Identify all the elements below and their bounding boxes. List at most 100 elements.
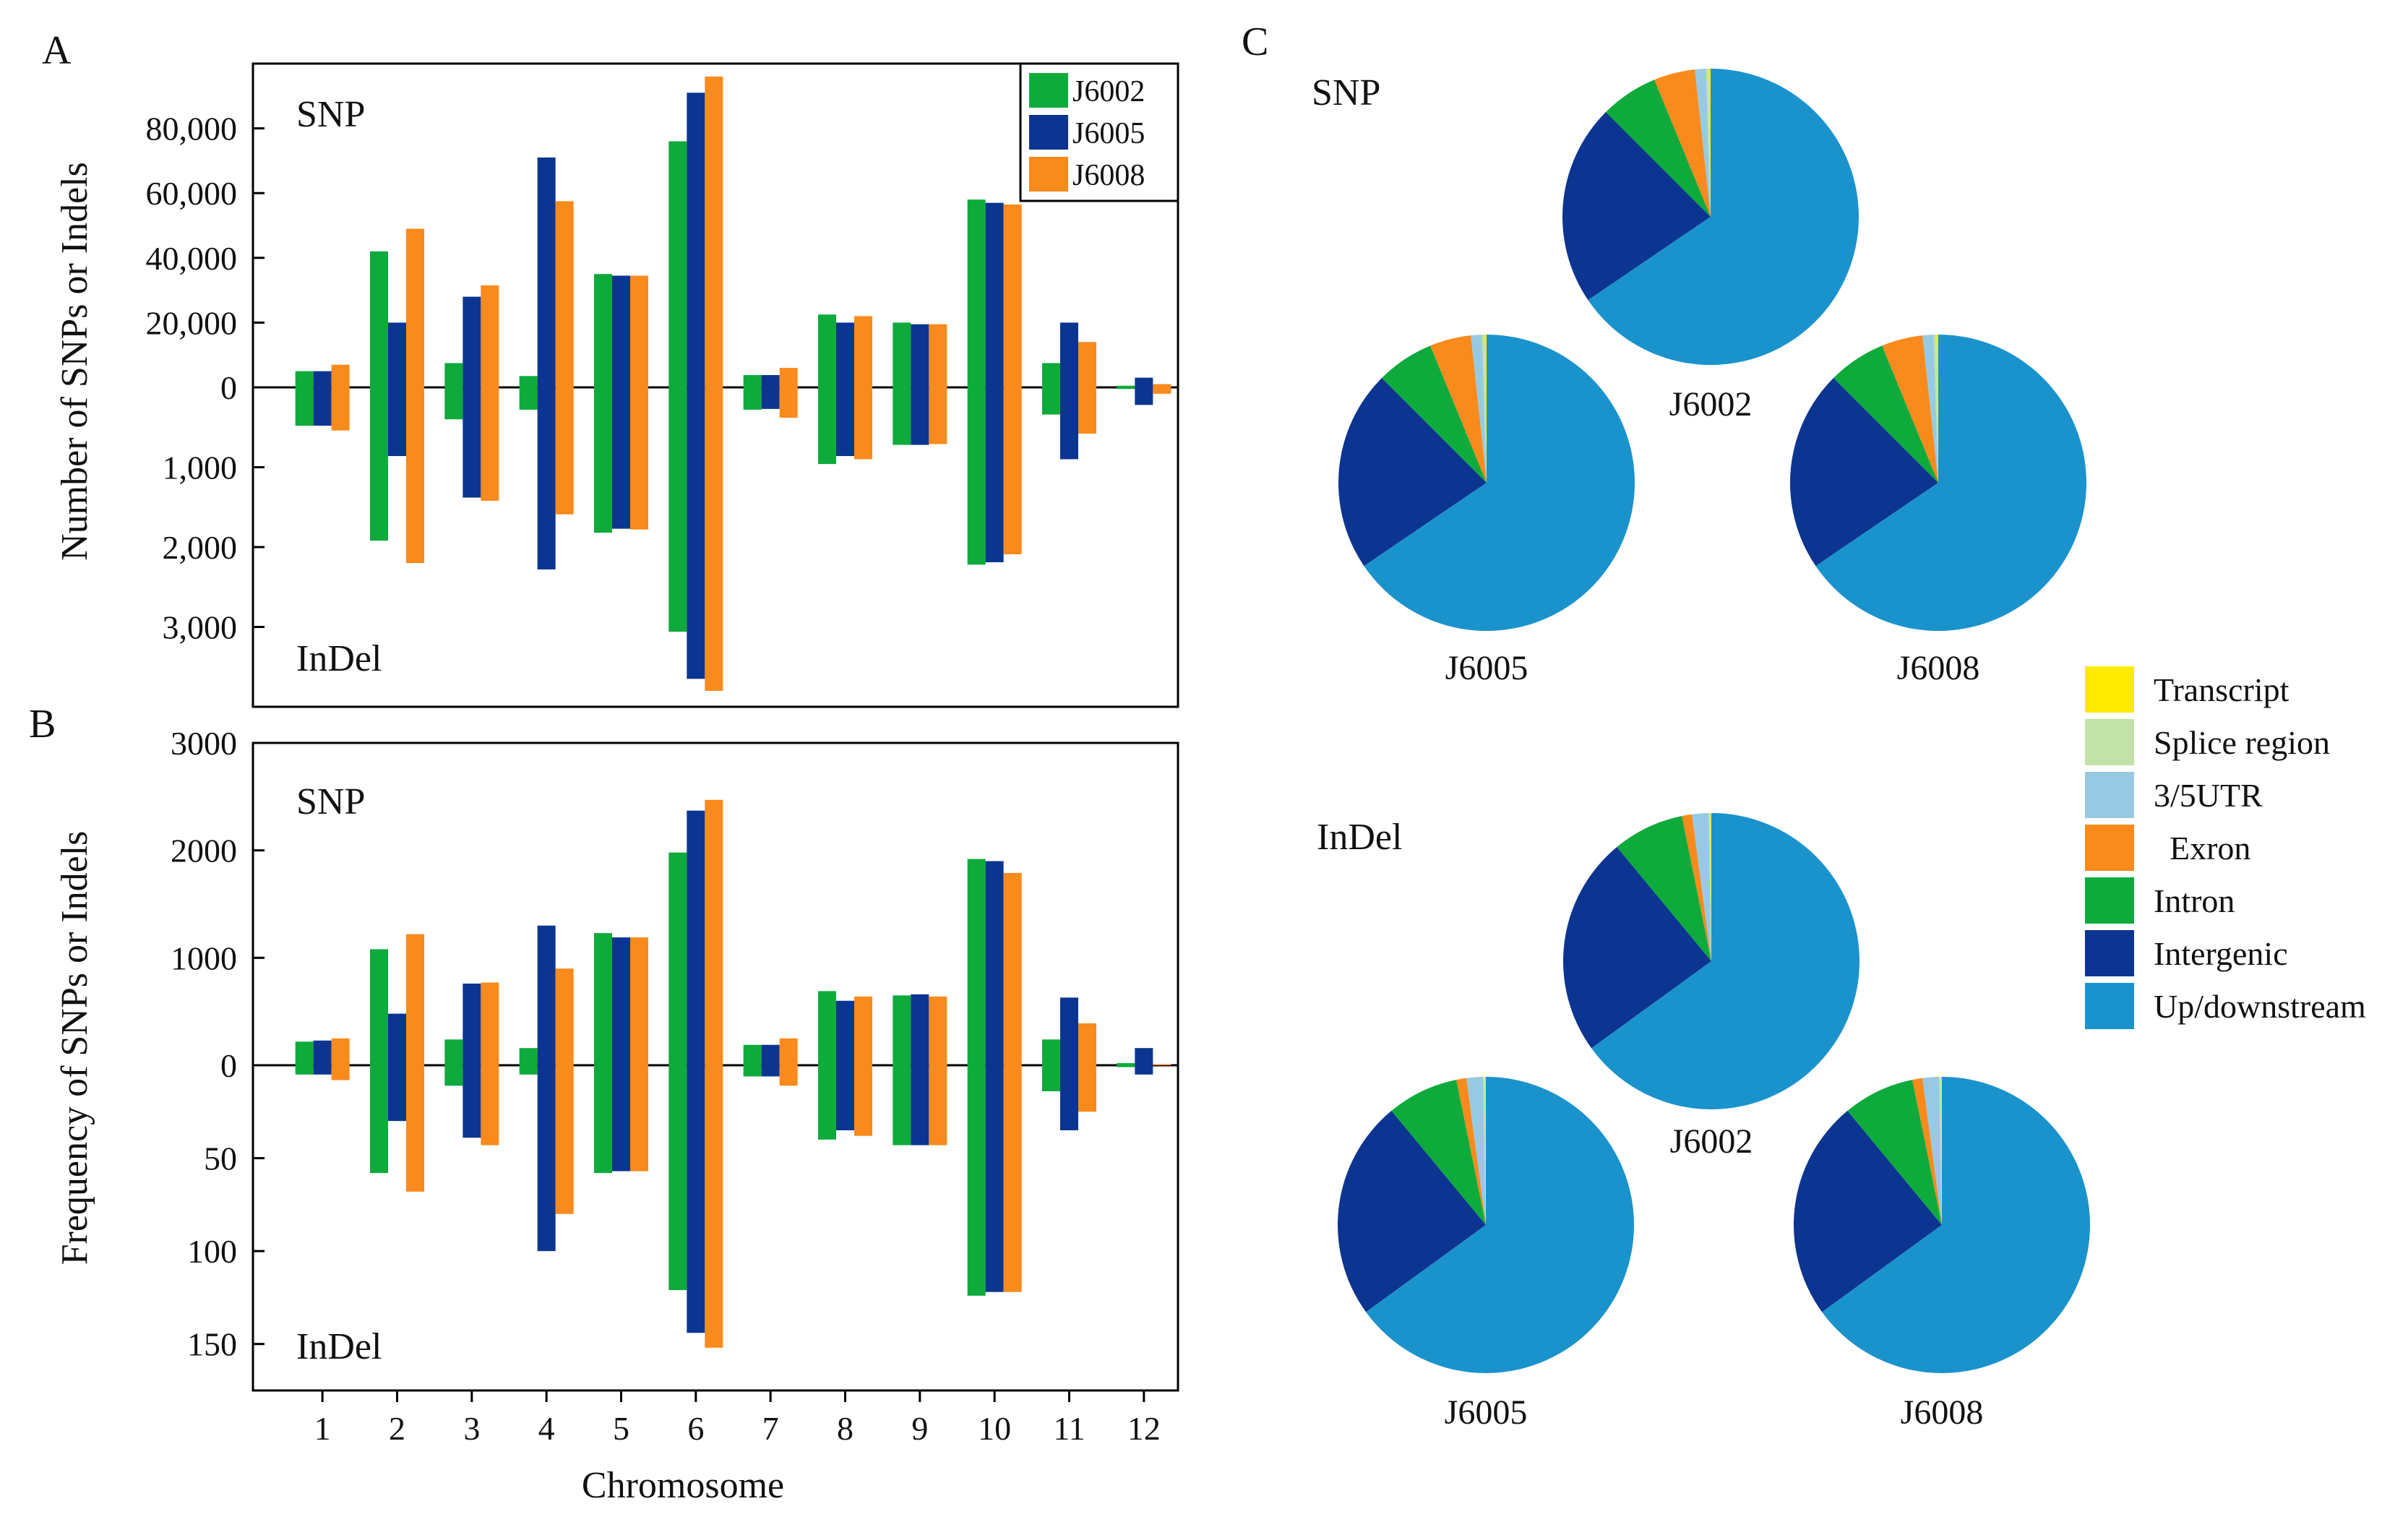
- pie-group-indel-label: InDel: [1317, 817, 1402, 858]
- a-bar-snp-j6008-chr1: [331, 364, 350, 387]
- b-x-tick-label: 10: [978, 1410, 1011, 1447]
- pie-legend-swatch-splice-region: [2085, 719, 2134, 765]
- b-y-tick-label: 0: [220, 1047, 237, 1084]
- b-bar-snp-j6005-chr6: [687, 810, 705, 1065]
- b-bar-indel-j6002-chr9: [893, 1065, 911, 1145]
- b-bar-indel-j6002-chr5: [594, 1065, 612, 1174]
- a-bar-snp-j6005-chr9: [911, 324, 929, 387]
- a-bar-indel-j6002-chr7: [743, 387, 762, 410]
- pie-charts: J6002 J6005 J6008 J6002 J6005 J6008: [1338, 69, 2090, 1432]
- panel-b-top-ticks: 0 1000 2000 3000: [171, 725, 265, 1084]
- pie-label-snp-j6005: J6005: [1445, 649, 1528, 687]
- panel-b-snp-label: SNP: [296, 781, 365, 822]
- panel-b: B Frequency of SNPs or Indels 0 1000 2000 3…: [29, 702, 1179, 1506]
- legend-label-j6005: J6005: [1072, 117, 1145, 150]
- pie-slice-snp-j6005-0: [1484, 335, 1487, 483]
- b-x-tick-label: 5: [613, 1410, 629, 1447]
- pie-legend-label-utr: 3/5UTR: [2154, 777, 2263, 814]
- pie-label-indel-j6005: J6005: [1445, 1393, 1528, 1432]
- b-bar-indel-j6005-chr7: [761, 1065, 780, 1077]
- pie-slice-indel-j6005-6: [1366, 1077, 1634, 1373]
- pie-slice-indel-j6002-2: [1692, 813, 1711, 961]
- pie-slice-indel-j6002-1: [1708, 813, 1711, 961]
- a-bar-indel-j6008-chr7: [779, 387, 798, 418]
- a-bar-snp-j6002-chr11: [1042, 363, 1060, 387]
- a-bar-snp-j6002-chr1: [295, 371, 314, 387]
- pie-slice-indel-j6008-4: [1847, 1080, 1942, 1225]
- b-bar-indel-j6005-chr4: [537, 1065, 556, 1252]
- b-bar-indel-j6008-chr5: [630, 1065, 648, 1171]
- pie-slice-indel-j6002-3: [1682, 814, 1711, 961]
- b-bar-indel-j6005-chr1: [313, 1065, 332, 1075]
- a-bar-indel-j6005-chr6: [687, 387, 705, 679]
- pie-legend-label-intergenic: Intergenic: [2154, 935, 2288, 972]
- b-bar-snp-j6002-chr7: [743, 1044, 762, 1065]
- pie-slice-snp-j6005-1: [1482, 335, 1487, 483]
- b-bar-snp-j6005-chr12: [1135, 1048, 1153, 1065]
- b-bar-indel-j6002-chr3: [444, 1065, 463, 1086]
- a-bar-indel-j6005-chr8: [836, 387, 854, 457]
- b-bar-snp-j6002-chr5: [594, 933, 612, 1065]
- b-bar-indel-j6002-chr6: [668, 1065, 687, 1291]
- a-bar-snp-j6008-chr6: [705, 76, 723, 388]
- b-bar-snp-j6005-chr11: [1060, 997, 1078, 1065]
- pie-label-snp-j6008: J6008: [1897, 649, 1980, 687]
- b-x-tick-label: 12: [1127, 1410, 1161, 1447]
- a-bar-indel-j6008-chr8: [854, 387, 872, 460]
- b-bar-snp-j6008-chr7: [779, 1038, 798, 1065]
- b-bar-indel-j6005-chr10: [985, 1065, 1004, 1292]
- b-bar-indel-j6008-chr8: [854, 1065, 872, 1136]
- b-x-tick-label: 4: [538, 1410, 555, 1447]
- panel-c-label: C: [1242, 20, 1268, 64]
- b-bar-snp-j6005-chr1: [313, 1040, 332, 1065]
- a-bar-snp-j6002-chr2: [370, 251, 388, 387]
- a-bar-indel-j6002-chr10: [967, 387, 986, 565]
- a-bar-indel-j6005-chr12: [1135, 387, 1153, 405]
- legend-swatch-j6005: [1029, 115, 1068, 150]
- a-bar-indel-j6002-chr3: [444, 387, 463, 420]
- a-bar-indel-j6002-chr1: [295, 387, 314, 426]
- a-bar-indel-j6008-chr11: [1078, 387, 1096, 434]
- a-bar-snp-j6008-chr2: [406, 228, 424, 387]
- a-bar-indel-j6008-chr4: [555, 387, 574, 515]
- b-bar-indel-j6005-chr6: [687, 1065, 705, 1333]
- pie-slice-snp-j6005-5: [1338, 378, 1487, 567]
- a-bar-snp-j6005-chr6: [687, 93, 705, 387]
- b-bar-snp-j6005-chr7: [761, 1044, 780, 1065]
- b-bar-indel-j6002-chr2: [370, 1065, 388, 1174]
- b-x-tick-label: 6: [687, 1410, 704, 1447]
- a-bar-snp-j6002-chr3: [444, 363, 463, 387]
- a-y-tick-label: 80,000: [146, 111, 238, 147]
- pie-slice-snp-j6002-0: [1708, 69, 1711, 217]
- b-bar-snp-j6002-chr9: [893, 995, 911, 1065]
- b-bar-indel-j6005-chr8: [836, 1065, 854, 1130]
- pie-slice-indel-j6008-2: [1922, 1077, 1942, 1225]
- b-bar-indel-j6008-chr9: [929, 1065, 947, 1145]
- b-bar-snp-j6005-chr10: [985, 861, 1004, 1065]
- b-bar-snp-j6005-chr8: [836, 1000, 854, 1065]
- b-x-tick-label: 1: [314, 1410, 331, 1447]
- a-bar-snp-j6005-chr12: [1135, 377, 1153, 387]
- pie-slice-indel-j6005-0: [1484, 1077, 1486, 1225]
- b-bar-snp-j6008-chr9: [929, 996, 947, 1065]
- a-bar-indel-j6002-chr4: [519, 387, 538, 410]
- pie-legend: Transcript Splice region 3/5UTR Exron In…: [2085, 666, 2366, 1029]
- b-y-tick-label: 50: [204, 1140, 237, 1177]
- a-bar-snp-j6005-chr7: [761, 374, 780, 387]
- pie-slice-snp-j6005-6: [1364, 335, 1635, 631]
- b-bar-snp-j6008-chr10: [1003, 872, 1022, 1065]
- b-bar-indel-j6005-chr9: [911, 1065, 929, 1145]
- b-bar-indel-j6008-chr6: [705, 1065, 723, 1348]
- b-bar-indel-j6005-chr11: [1060, 1065, 1078, 1130]
- a-bar-indel-j6002-chr5: [594, 387, 612, 533]
- pie-slice-snp-j6008-0: [1936, 335, 1938, 483]
- b-bar-indel-j6005-chr5: [612, 1065, 630, 1171]
- a-y-tick-label: 3,000: [163, 609, 238, 646]
- a-bar-indel-j6008-chr2: [406, 387, 424, 564]
- a-bar-snp-j6005-chr5: [612, 275, 630, 387]
- b-bar-indel-j6008-chr2: [406, 1065, 424, 1192]
- pie-slice-indel-j6002-5: [1563, 847, 1711, 1049]
- a-bar-snp-j6008-chr8: [854, 316, 872, 387]
- pie-slice-indel-j6002-4: [1617, 816, 1711, 961]
- pie-slice-snp-j6008-4: [1833, 345, 1938, 483]
